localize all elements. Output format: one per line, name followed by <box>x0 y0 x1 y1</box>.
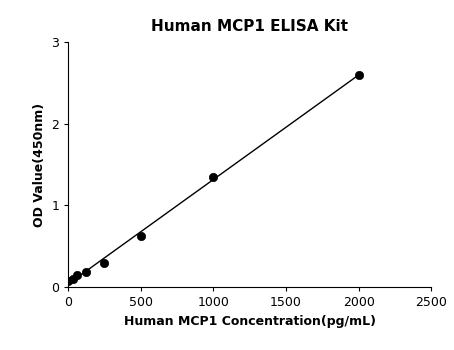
Point <box>355 72 362 77</box>
Point <box>69 276 76 282</box>
X-axis label: Human MCP1 Concentration(pg/mL): Human MCP1 Concentration(pg/mL) <box>123 315 376 328</box>
Point <box>74 272 81 278</box>
Point <box>210 174 217 180</box>
Point <box>64 279 72 284</box>
Title: Human MCP1 ELISA Kit: Human MCP1 ELISA Kit <box>151 19 348 34</box>
Point <box>137 233 144 239</box>
Point <box>83 270 90 275</box>
Y-axis label: OD Value(450nm): OD Value(450nm) <box>33 103 45 226</box>
Point <box>101 260 108 265</box>
